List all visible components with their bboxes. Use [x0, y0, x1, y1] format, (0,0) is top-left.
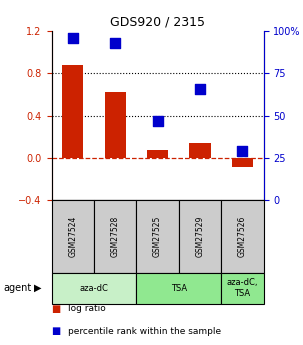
Point	[155, 118, 160, 124]
Text: ■: ■	[52, 304, 61, 314]
Bar	[105, 92, 126, 158]
Bar	[232, 158, 253, 167]
Bar	[62, 65, 83, 158]
Bar	[147, 150, 168, 158]
Point	[198, 86, 202, 91]
Text: GSM27525: GSM27525	[153, 216, 162, 257]
Text: GSM27528: GSM27528	[111, 216, 120, 257]
Point	[70, 35, 75, 41]
Text: aza-dC,
TSA: aza-dC, TSA	[227, 278, 258, 298]
Text: agent: agent	[3, 283, 31, 293]
Bar	[189, 143, 211, 158]
Point	[240, 148, 245, 154]
Text: log ratio: log ratio	[68, 304, 106, 313]
Text: GSM27526: GSM27526	[238, 216, 247, 257]
Text: percentile rank within the sample: percentile rank within the sample	[68, 327, 221, 336]
Text: ▶: ▶	[34, 283, 42, 293]
Point	[113, 40, 118, 46]
Title: GDS920 / 2315: GDS920 / 2315	[110, 16, 205, 29]
Text: GSM27524: GSM27524	[68, 216, 77, 257]
Text: aza-dC: aza-dC	[79, 284, 108, 293]
Text: GSM27529: GSM27529	[195, 216, 205, 257]
Text: TSA: TSA	[171, 284, 187, 293]
Text: ■: ■	[52, 326, 61, 336]
